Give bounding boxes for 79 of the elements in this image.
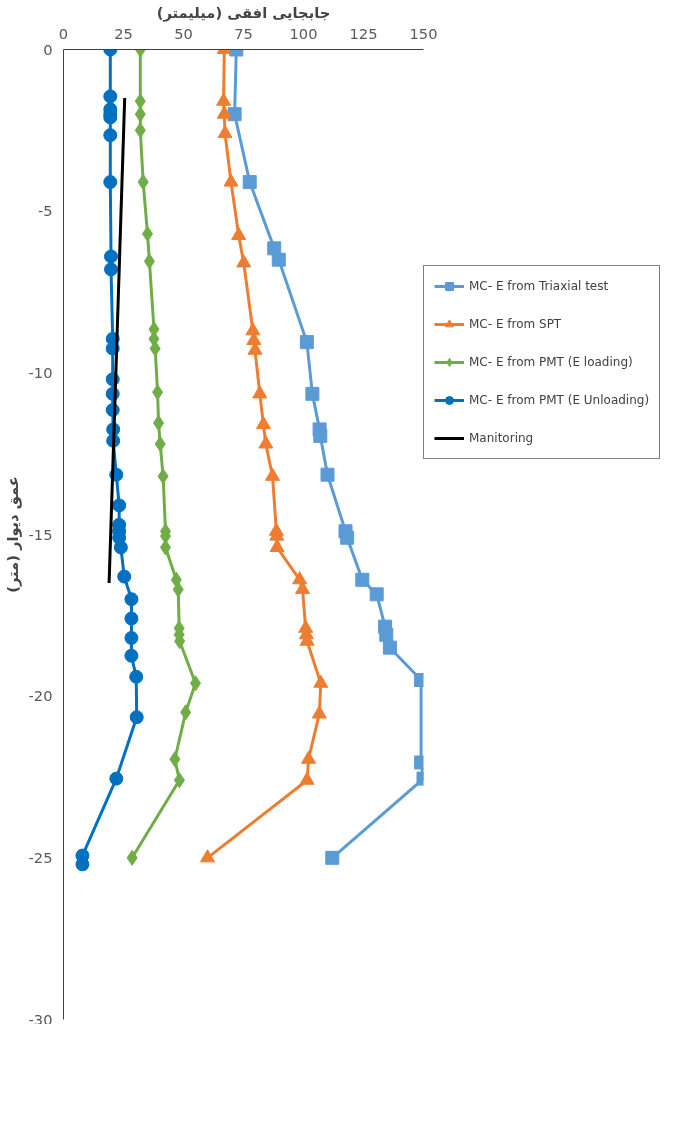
y-tick-label: -10 [28,363,53,381]
point [180,704,192,721]
point [258,435,274,449]
point [134,122,146,139]
point [271,252,286,267]
x-tick-label: 25 [114,24,133,42]
point [153,414,165,431]
legend-label: MC- E from SPT [469,317,562,331]
y-tick-label: -30 [28,1010,53,1028]
y-tick-label: -15 [28,525,53,543]
point [124,592,139,607]
y-tick-label: -20 [28,687,53,705]
point [157,468,169,485]
point [117,569,132,584]
point [355,572,370,587]
point [103,89,118,104]
point [112,498,127,513]
point [340,530,355,545]
point [104,249,119,264]
y-tick-label: -25 [28,848,53,866]
y-tick-label: -5 [37,202,53,220]
point [129,669,144,684]
point [126,849,138,866]
point [104,262,119,277]
point [320,467,335,482]
point [379,627,394,642]
point [169,751,181,768]
point [172,581,184,598]
point [200,849,215,863]
legend-label: Manitoring [469,431,534,445]
point [103,128,118,143]
point [227,107,242,122]
y-tick-label: 0 [43,40,53,58]
point [143,253,155,270]
point [292,571,308,585]
point [129,710,144,725]
point [152,384,164,401]
point [265,467,281,481]
point [154,435,166,452]
y-axis-title: عمق دیوار (متر) [3,476,22,593]
point [269,538,285,552]
point [255,415,271,430]
point [236,254,252,268]
point [217,124,233,139]
x-tick-label: 0 [58,24,69,42]
legend-label: MC- E from PMT (E loading) [469,355,633,369]
x-tick-label: 150 [409,24,438,42]
point [103,175,118,190]
point [301,750,317,764]
point [299,335,314,350]
point [325,850,340,865]
point [137,174,149,191]
x-tick-label: 125 [349,24,378,42]
point [299,771,315,785]
point [109,771,124,786]
point [134,93,146,110]
point [173,772,185,789]
point [134,106,146,123]
point [124,630,139,645]
point [223,173,239,187]
point [311,705,327,719]
legend-label: MC- E from Triaxial test [469,279,609,293]
legend-label: MC- E from PMT (E Unloading) [469,393,650,407]
point [313,674,329,688]
point [382,640,397,655]
x-tick-label: 50 [174,24,193,42]
point [216,105,232,119]
x-tick-label: 75 [234,24,253,42]
point [124,611,139,626]
point [252,385,268,399]
point [369,587,384,602]
point [245,322,261,336]
x-axis-title: جابجایی افقی (میلیمتر) [156,3,331,22]
point [124,648,139,663]
point [313,428,328,443]
point [305,386,320,401]
point [113,540,128,555]
point [242,175,257,190]
x-tick-label: 100 [289,24,318,42]
